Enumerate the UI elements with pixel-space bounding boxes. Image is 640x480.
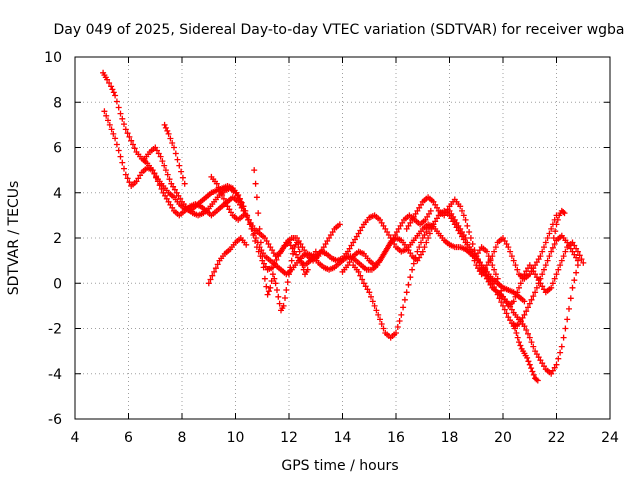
x-tick-label: 24 bbox=[601, 430, 619, 446]
y-tick-labels: 10 8 6 4 2 0 -2 -4 -6 bbox=[44, 50, 62, 428]
plus-marker-trace bbox=[208, 173, 247, 223]
y-tick-label: -6 bbox=[48, 412, 62, 428]
plus-marker-trace bbox=[141, 144, 319, 273]
plus-marker-trace bbox=[473, 239, 587, 309]
x-tick-labels: 4 6 8 10 12 14 16 18 20 22 24 bbox=[71, 430, 619, 446]
series-track-d bbox=[161, 121, 188, 187]
series-track-m bbox=[473, 239, 587, 309]
plus-marker-trace bbox=[446, 207, 560, 282]
series-track-o bbox=[510, 321, 541, 384]
y-tick-label: 2 bbox=[53, 231, 62, 247]
y-tick-label: 0 bbox=[53, 276, 62, 292]
x-tick-label: 12 bbox=[280, 430, 298, 446]
y-axis-label: SDTVAR / TECUs bbox=[6, 181, 22, 296]
y-tick-label: -4 bbox=[48, 367, 62, 383]
y-tick-label: 6 bbox=[53, 141, 62, 157]
x-tick-label: 22 bbox=[548, 430, 566, 446]
series-track-c bbox=[141, 144, 319, 273]
series-track-j bbox=[350, 221, 437, 341]
data-marks bbox=[100, 69, 587, 384]
x-tick-label: 8 bbox=[178, 430, 187, 446]
y-tick-label: -2 bbox=[48, 322, 62, 338]
y-tick-label: 10 bbox=[44, 50, 62, 66]
y-tick-label: 8 bbox=[53, 95, 62, 111]
x-axis-label: GPS time / hours bbox=[281, 458, 398, 474]
plus-marker-trace bbox=[161, 121, 188, 187]
plus-marker-trace bbox=[205, 235, 250, 287]
x-tick-label: 16 bbox=[387, 430, 405, 446]
x-tick-label: 18 bbox=[441, 430, 459, 446]
axis-ticks bbox=[74, 56, 611, 420]
series-track-a bbox=[100, 69, 343, 264]
plus-marker-trace bbox=[100, 69, 343, 264]
chart-title: Day 049 of 2025, Sidereal Day-to-day VTE… bbox=[53, 22, 624, 38]
series-track-l bbox=[446, 207, 560, 282]
series-track-n bbox=[550, 207, 568, 241]
x-tick-label: 4 bbox=[71, 430, 80, 446]
series-track-f bbox=[208, 173, 247, 223]
plus-marker-trace bbox=[510, 321, 541, 384]
x-tick-label: 10 bbox=[227, 430, 245, 446]
x-tick-label: 6 bbox=[124, 430, 133, 446]
plus-marker-trace bbox=[251, 167, 311, 314]
plus-marker-trace bbox=[550, 207, 568, 241]
x-tick-label: 14 bbox=[334, 430, 352, 446]
series-track-g bbox=[251, 167, 311, 314]
x-tick-label: 20 bbox=[494, 430, 512, 446]
y-tick-label: 4 bbox=[53, 186, 62, 202]
series-track-e bbox=[205, 235, 250, 287]
plus-marker-trace bbox=[350, 221, 437, 341]
